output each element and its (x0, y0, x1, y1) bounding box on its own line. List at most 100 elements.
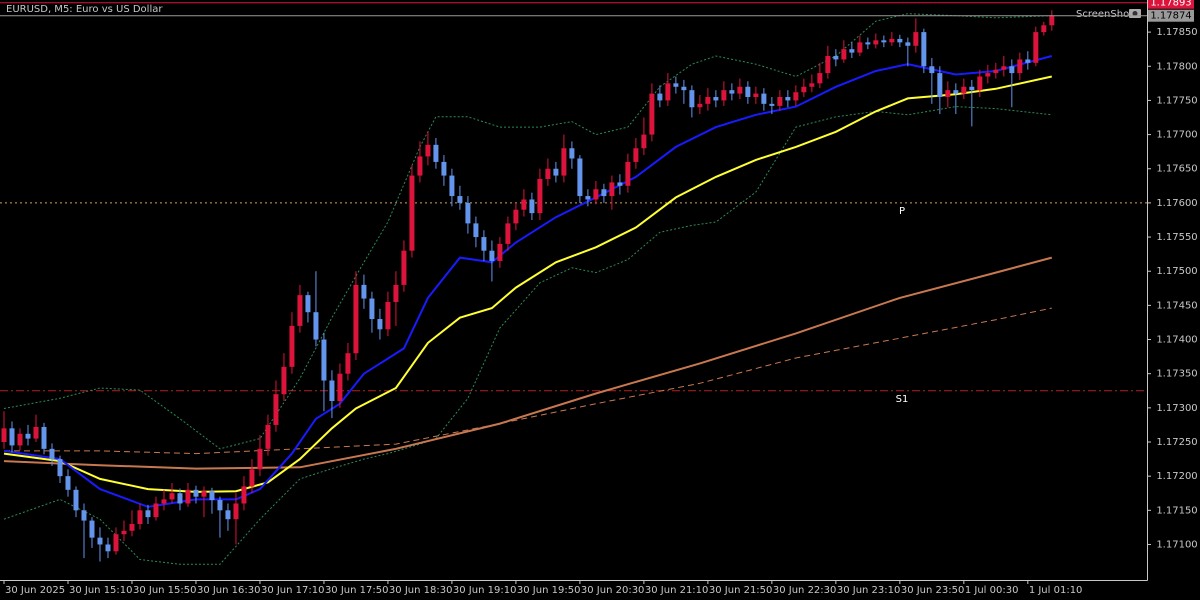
candle-body (673, 83, 679, 87)
x-tick-label: 30 Jun 18:30 (389, 585, 453, 596)
candle-body (585, 196, 591, 200)
candle-body (17, 433, 23, 446)
indicator-line (3, 106, 1052, 565)
y-tick-label: 1.17400 (1156, 335, 1197, 346)
candle-body (889, 38, 895, 43)
candle-body (161, 499, 167, 504)
candle-body (1041, 25, 1047, 33)
candle-body (201, 491, 207, 497)
candle-body (465, 202, 471, 224)
x-tick-label: 30 Jun 15:10 (69, 585, 133, 596)
candle-body (177, 493, 183, 504)
x-tick-label: 30 Jun 21:50 (709, 585, 773, 596)
candle-body (721, 90, 727, 101)
icon-lens (1132, 11, 1138, 16)
candle-body (513, 209, 519, 224)
candle-body (497, 243, 503, 261)
candle-body (1, 428, 7, 443)
candle-body (33, 426, 39, 439)
candle-body (753, 93, 759, 98)
level-label: P (899, 206, 905, 217)
candle-body (769, 103, 775, 106)
candle-body (129, 523, 135, 531)
candle-body (873, 40, 879, 45)
chart-title: EURUSD, M5: Euro vs US Dollar (6, 4, 163, 15)
candle-body (705, 97, 711, 104)
candle-body (553, 168, 559, 176)
candle-body (857, 42, 863, 53)
candle-body (241, 486, 247, 504)
candle-body (929, 66, 935, 74)
candle-body (977, 76, 983, 91)
candle-body (825, 56, 831, 74)
candle-body (441, 161, 447, 176)
candle-body (193, 489, 199, 497)
indicator-line (4, 307, 1052, 455)
candle-body (145, 510, 151, 518)
candle-body (313, 312, 319, 340)
candle-body (505, 223, 511, 244)
candle-body (633, 148, 639, 162)
y-tick-label: 1.17450 (1156, 300, 1197, 311)
last-price-label: 1.17874 (1150, 11, 1191, 22)
candle-body (569, 148, 575, 159)
y-tick-label: 1.17500 (1156, 266, 1197, 277)
x-tick-label: 30 Jun 20:30 (581, 585, 645, 596)
candle-body (377, 319, 383, 330)
candle-body (73, 489, 79, 511)
watermark: ScreenShot (1076, 9, 1133, 20)
candle-body (865, 42, 871, 45)
candle-body (833, 56, 839, 60)
candle-body (265, 424, 271, 449)
candle-body (289, 325, 295, 367)
candle-body (185, 489, 191, 504)
y-tick-label: 1.17100 (1156, 539, 1197, 550)
candle-body (457, 196, 463, 203)
candle-body (305, 295, 311, 313)
candle-body (689, 90, 695, 108)
candle-body (329, 380, 335, 402)
candle-body (801, 86, 807, 93)
candle-body (1049, 15, 1055, 26)
x-tick-label: 30 Jun 17:50 (325, 585, 389, 596)
candle-body (81, 510, 87, 521)
candle-body (9, 428, 15, 446)
candle-body (529, 199, 535, 214)
candle-body (401, 250, 407, 285)
candle-body (761, 93, 767, 104)
candle-body (1033, 32, 1039, 63)
candle-body (281, 366, 287, 395)
ask-tag (1148, 0, 1194, 9)
candle-body (953, 90, 959, 94)
candle-body (785, 97, 791, 101)
candle-body (113, 534, 119, 552)
candle-body (969, 86, 975, 91)
x-tick-label: 30 Jun 2025 (5, 585, 65, 596)
candle-body (697, 103, 703, 108)
candle-body (121, 530, 127, 535)
candle-body (361, 284, 367, 299)
candle-body (65, 476, 71, 490)
candle-body (985, 73, 991, 77)
candle-body (409, 175, 415, 251)
candle-body (225, 510, 231, 520)
y-tick-label: 1.17150 (1156, 505, 1197, 516)
indicator-line (3, 256, 1053, 470)
candle-body (425, 144, 431, 157)
y-tick-label: 1.17300 (1156, 403, 1197, 414)
candle-body (577, 158, 583, 197)
candle-body (777, 97, 783, 106)
candle-body (385, 301, 391, 330)
candle-body (625, 161, 631, 186)
candle-body (945, 90, 951, 98)
y-tick-label: 1.17750 (1156, 95, 1197, 106)
candle-body (25, 433, 31, 439)
x-tick-label: 30 Jun 19:50 (517, 585, 581, 596)
candle-body (609, 182, 615, 197)
y-tick-label: 1.17600 (1156, 198, 1197, 209)
candle-body (481, 237, 487, 251)
candle-body (897, 38, 903, 43)
candle-body (713, 97, 719, 101)
x-tick-label: 30 Jun 23:10 (837, 585, 901, 596)
